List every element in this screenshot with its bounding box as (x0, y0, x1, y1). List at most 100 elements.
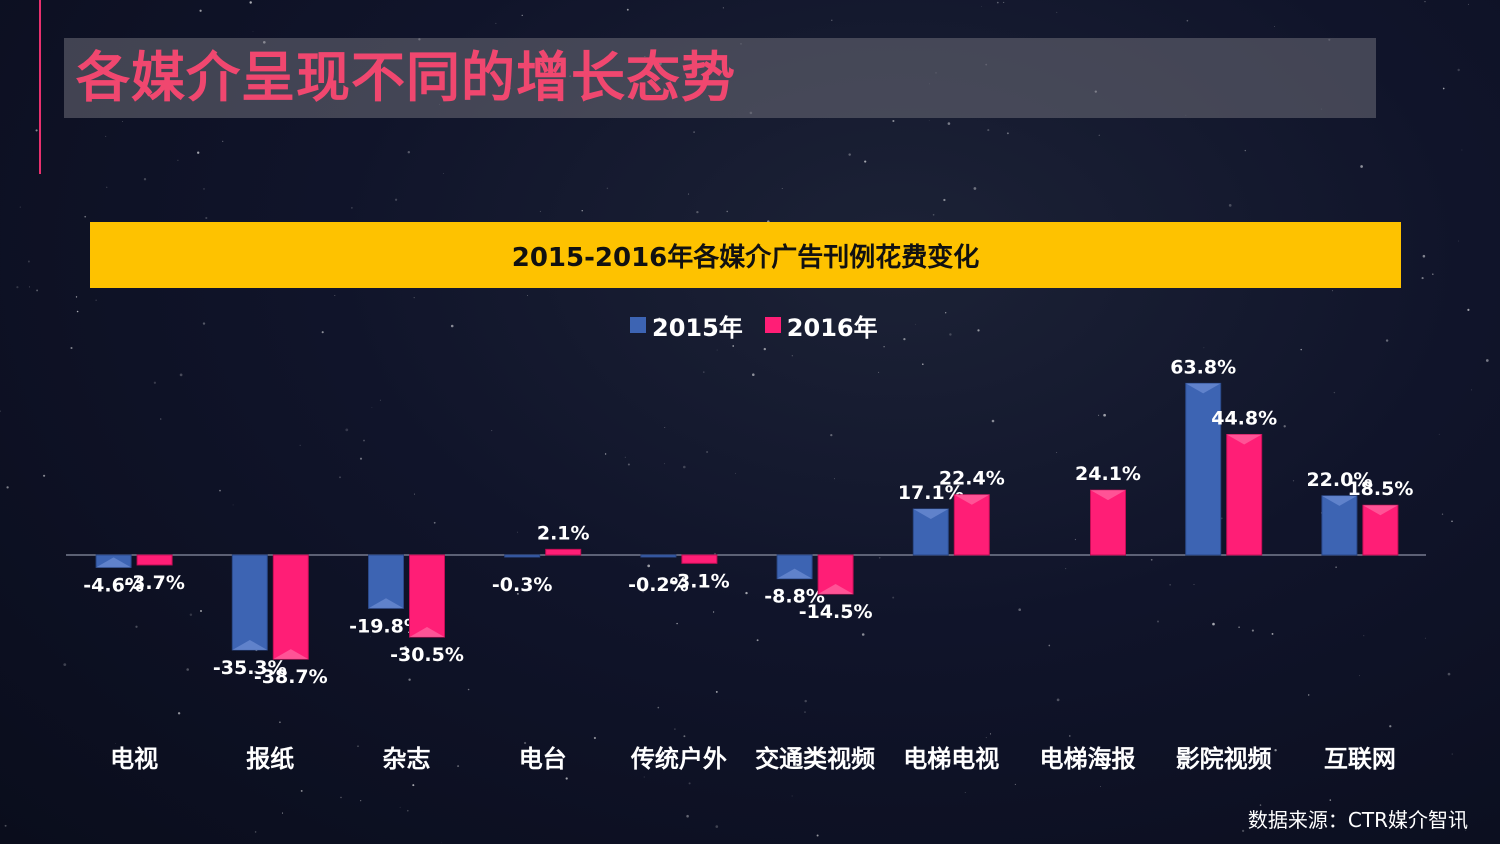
category-label: 电梯海报 (1040, 745, 1136, 773)
star (232, 504, 234, 506)
star (713, 611, 715, 613)
star (928, 119, 930, 121)
star (457, 765, 460, 768)
star (1359, 675, 1360, 677)
data-label-2015: -19.8% (349, 615, 423, 637)
category-label: 交通类视频 (755, 745, 875, 773)
star (179, 373, 183, 377)
star (1274, 749, 1277, 752)
star (1441, 513, 1444, 515)
star (408, 678, 411, 681)
data-label-2015: -0.3% (492, 574, 553, 596)
star (981, 6, 982, 7)
star (1241, 829, 1245, 833)
star (1331, 290, 1334, 292)
star (756, 639, 759, 642)
star (626, 8, 629, 11)
legend-label-2015: 2015年 (652, 313, 743, 342)
chart-legend: 2015年 2016年 (630, 308, 900, 342)
star (683, 735, 686, 738)
star (399, 806, 401, 808)
star (517, 531, 518, 533)
star (1100, 786, 1101, 787)
star (703, 371, 705, 373)
star (664, 463, 666, 465)
star (539, 210, 541, 213)
star (1244, 149, 1246, 152)
star (693, 131, 695, 133)
star (491, 430, 493, 432)
star (1432, 273, 1434, 275)
star (412, 784, 415, 787)
data-source-note: 数据来源：CTR媒介智讯 (1247, 808, 1468, 832)
star (19, 206, 21, 208)
star (1274, 25, 1275, 27)
star (977, 329, 980, 332)
star (222, 140, 224, 142)
star (186, 668, 189, 671)
star (688, 782, 691, 785)
star (345, 428, 349, 432)
star (1307, 694, 1310, 696)
star (892, 596, 895, 599)
star (1048, 644, 1051, 647)
category-label: 传统户外 (630, 745, 727, 773)
star (371, 407, 373, 408)
star (16, 286, 19, 289)
bar-2015 (1185, 382, 1222, 556)
star (1212, 622, 1215, 626)
star (676, 622, 678, 625)
star (495, 22, 497, 24)
star (804, 711, 806, 713)
bar-2015 (231, 554, 268, 651)
star (864, 160, 867, 163)
bar-2015 (640, 554, 677, 558)
star (763, 347, 766, 351)
star (624, 456, 626, 458)
star (70, 346, 73, 350)
chart-title: 2015-2016年各媒介广告刊例花费变化 (511, 242, 980, 273)
accent-line (39, 0, 41, 174)
star (95, 299, 97, 301)
star (254, 831, 257, 833)
star (1203, 347, 1205, 349)
star (921, 363, 924, 366)
star (878, 556, 881, 559)
star (945, 312, 947, 314)
bar-2015 (1321, 495, 1358, 556)
star (1360, 165, 1363, 168)
star (1363, 635, 1365, 637)
star (407, 809, 409, 812)
star (991, 419, 995, 423)
bar-2015 (504, 554, 541, 558)
star (1424, 0, 1426, 3)
star (28, 286, 30, 288)
data-label-2015: 22.0% (1306, 469, 1372, 491)
data-label-2016: -38.7% (254, 666, 328, 688)
star (143, 178, 147, 181)
star (1422, 254, 1426, 258)
data-label-2015: 17.1% (898, 482, 964, 504)
star (189, 613, 193, 617)
star (1220, 517, 1223, 520)
star (205, 216, 208, 220)
star (686, 814, 689, 818)
star (339, 476, 341, 479)
data-label-2015: -35.3% (213, 657, 287, 679)
bar-2015 (95, 554, 132, 568)
legend-item-2016: 2016年 (764, 308, 878, 343)
star (1271, 632, 1274, 635)
star (369, 636, 371, 638)
bar-2016 (817, 554, 854, 595)
star (27, 260, 30, 263)
star (903, 337, 906, 341)
star (791, 795, 793, 797)
star (115, 743, 117, 744)
star (1468, 3, 1469, 5)
star (716, 349, 718, 351)
data-label-2015: -8.8% (764, 586, 825, 608)
star (76, 310, 79, 313)
star (1485, 359, 1489, 362)
data-label-2016: -14.5% (799, 601, 873, 623)
star (359, 457, 363, 460)
